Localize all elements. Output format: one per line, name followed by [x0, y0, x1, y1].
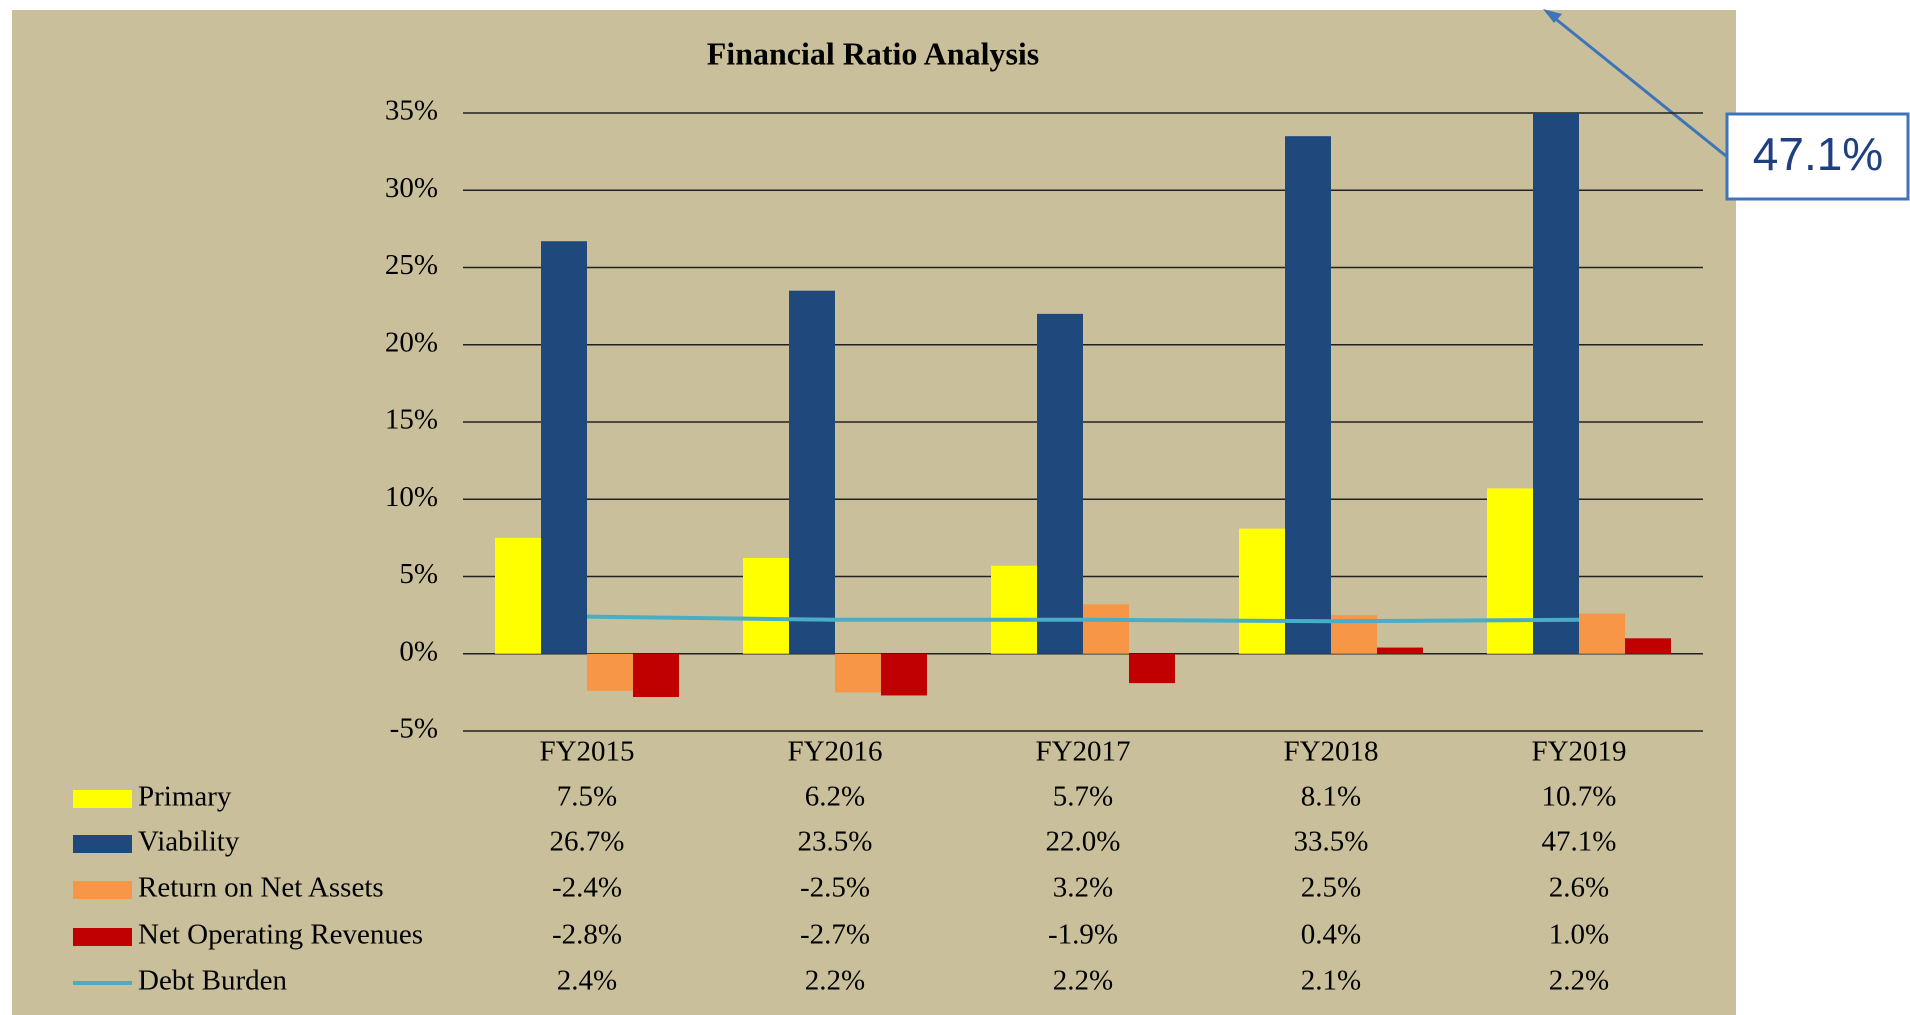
x-tick-label: FY2019: [1531, 736, 1626, 768]
table-cell: 2.2%: [805, 965, 865, 997]
y-tick-label: 25%: [385, 249, 438, 281]
table-cell: 2.2%: [1053, 965, 1113, 997]
bar: [1579, 613, 1625, 654]
table-cell: 2.4%: [557, 965, 617, 997]
y-tick-label: 0%: [399, 635, 438, 667]
table-cell: -2.8%: [552, 919, 622, 951]
bar: [587, 653, 633, 691]
legend-label: Net Operating Revenues: [138, 919, 423, 951]
bar: [743, 557, 789, 654]
legend-label: Viability: [138, 826, 240, 858]
table-cell: 6.2%: [805, 781, 865, 813]
callout-text: 47.1%: [1753, 128, 1883, 180]
y-tick-label: 20%: [385, 326, 438, 358]
y-tick-label: -5%: [390, 713, 438, 745]
table-cell: 0.4%: [1301, 919, 1361, 951]
bar: [991, 565, 1037, 654]
plot-area: [495, 113, 1671, 698]
legend-label: Return on Net Assets: [138, 872, 384, 904]
y-tick-label: 5%: [399, 558, 438, 590]
table-cell: -1.9%: [1048, 919, 1118, 951]
table-cell: 10.7%: [1542, 781, 1617, 813]
table-cell: 2.2%: [1549, 965, 1609, 997]
table-cell: 47.1%: [1542, 826, 1617, 858]
x-tick-label: FY2018: [1283, 736, 1378, 768]
line-series: [586, 614, 1580, 624]
bar: [1625, 638, 1671, 654]
bar: [835, 653, 881, 693]
chart-background: [12, 10, 1736, 1015]
table-cell: 2.5%: [1301, 872, 1361, 904]
legend-swatch: [73, 790, 132, 808]
callout-arrowhead: [1543, 9, 1562, 23]
bar: [633, 653, 679, 698]
bar: [789, 290, 835, 654]
x-tick-label: FY2015: [539, 736, 634, 768]
table-cell: 5.7%: [1053, 781, 1113, 813]
table-cell: -2.5%: [800, 872, 870, 904]
table-cell: 33.5%: [1294, 826, 1369, 858]
y-tick-label: 35%: [385, 95, 438, 127]
table-cell: 26.7%: [550, 826, 625, 858]
table-cell: -2.4%: [552, 872, 622, 904]
bar: [1285, 136, 1331, 654]
y-tick-label: 15%: [385, 404, 438, 436]
table-cell: 23.5%: [798, 826, 873, 858]
bar: [1239, 528, 1285, 654]
bar: [1037, 313, 1083, 654]
table-cell: 2.1%: [1301, 965, 1361, 997]
legend-swatch: [73, 928, 132, 946]
bar: [541, 241, 587, 654]
table-cell: 7.5%: [557, 781, 617, 813]
bar: [1129, 653, 1175, 684]
legend-label: Primary: [138, 781, 232, 813]
bar: [881, 653, 927, 696]
table-cell: 3.2%: [1053, 872, 1113, 904]
callout-box: [1725, 112, 1910, 201]
chart-title: Financial Ratio Analysis: [707, 35, 1040, 71]
bar: [1533, 113, 1579, 654]
x-tick-label: FY2016: [787, 736, 882, 768]
table-cell: 8.1%: [1301, 781, 1361, 813]
bar: [1487, 488, 1533, 654]
table-cell: 2.6%: [1549, 872, 1609, 904]
x-tick-label: FY2017: [1035, 736, 1130, 768]
y-tick-label: 10%: [385, 481, 438, 513]
legend-label: Debt Burden: [138, 965, 287, 997]
bar: [1377, 647, 1423, 654]
table-cell: 1.0%: [1549, 919, 1609, 951]
bar: [1083, 604, 1129, 654]
callout-arrow: [1546, 10, 1727, 158]
legend-swatch: [73, 881, 132, 899]
bar: [495, 537, 541, 654]
legend-swatch: [73, 835, 132, 853]
table-cell: 22.0%: [1046, 826, 1121, 858]
y-tick-label: 30%: [385, 172, 438, 204]
table-cell: -2.7%: [800, 919, 870, 951]
